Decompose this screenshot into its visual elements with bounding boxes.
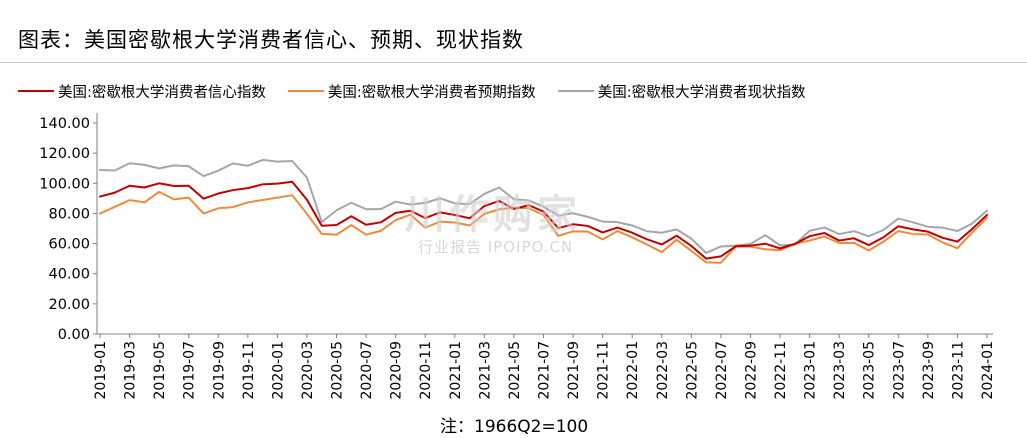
x-tick-label: 2023-11 <box>950 341 966 400</box>
chart-note: 注：1966Q2=100 <box>440 417 589 437</box>
x-tick-label: 2019-09 <box>211 341 227 400</box>
legend-swatch-expectations <box>287 90 324 92</box>
x-tick-label: 2021-09 <box>566 341 582 400</box>
x-tick-label: 2022-01 <box>625 341 641 400</box>
x-tick-label: 2019-01 <box>93 341 109 400</box>
y-tick-label: 80.00 <box>48 206 90 222</box>
watermark-sub: 行业报告 IPOIPO.CN <box>418 238 574 256</box>
x-tick-label: 2019-05 <box>152 341 168 400</box>
legend-item-confidence: 美国:密歇根大学消费者信心指数 <box>18 81 266 102</box>
legend-label-expectations: 美国:密歇根大学消费者预期指数 <box>327 84 536 101</box>
title-divider <box>0 62 1027 63</box>
watermark-main: 川作购家 <box>405 192 581 238</box>
series-line-current <box>99 158 988 254</box>
legend-swatch-confidence <box>18 90 54 92</box>
x-tick-label: 2021-07 <box>537 341 553 400</box>
y-tick-label: 120.00 <box>39 146 90 162</box>
legend: 美国:密歇根大学消费者信心指数 美国:密歇根大学消费者预期指数 美国:密歇根大学… <box>18 80 828 102</box>
legend-item-expectations: 美国:密歇根大学消费者预期指数 <box>287 81 536 102</box>
x-tick-label: 2020-09 <box>389 341 405 400</box>
x-tick-label: 2020-07 <box>359 341 375 400</box>
legend-label-confidence: 美国:密歇根大学消费者信心指数 <box>58 84 266 101</box>
x-tick-label: 2021-05 <box>507 341 523 400</box>
series-line-confidence <box>99 180 988 260</box>
x-tick-label: 2020-01 <box>270 341 286 400</box>
x-tick-label: 2023-03 <box>832 341 848 400</box>
x-tick-label: 2020-03 <box>300 341 316 400</box>
x-tick-label: 2022-05 <box>684 341 700 400</box>
x-tick-label: 2020-11 <box>418 341 434 400</box>
legend-label-current: 美国:密歇根大学消费者现状指数 <box>597 84 806 101</box>
x-tick-label: 2023-01 <box>803 341 819 400</box>
x-tick-label: 2023-05 <box>862 341 878 400</box>
x-tick-label: 2023-07 <box>891 341 907 400</box>
x-tick-label: 2022-03 <box>655 341 671 400</box>
y-tick-label: 100.00 <box>39 176 90 192</box>
x-tick-label: 2020-05 <box>330 341 346 400</box>
x-tick-label: 2024-01 <box>980 341 996 400</box>
x-tick-label: 2022-09 <box>743 341 759 400</box>
y-tick-label: 140.00 <box>39 116 90 132</box>
x-tick-label: 2021-03 <box>477 341 493 400</box>
x-tick-label: 2022-11 <box>773 341 789 400</box>
legend-item-current: 美国:密歇根大学消费者现状指数 <box>557 81 806 102</box>
series-line-expectations <box>99 190 988 264</box>
x-tick-label: 2022-07 <box>714 341 730 400</box>
x-tick-label: 2019-03 <box>123 341 139 400</box>
chart-title: 图表：美国密歇根大学消费者信心、预期、现状指数 <box>18 28 524 52</box>
x-tick-label: 2019-11 <box>241 341 257 400</box>
legend-swatch-current <box>557 90 594 92</box>
x-tick-label: 2023-09 <box>921 341 937 400</box>
y-tick-label: 60.00 <box>48 237 90 253</box>
x-tick-label: 2021-01 <box>448 341 464 400</box>
y-tick-label: 0.00 <box>58 327 90 343</box>
y-tick-label: 40.00 <box>48 267 90 283</box>
x-tick-label: 2021-11 <box>596 341 612 400</box>
x-tick-label: 2019-07 <box>182 341 198 400</box>
y-tick-label: 20.00 <box>48 297 90 313</box>
